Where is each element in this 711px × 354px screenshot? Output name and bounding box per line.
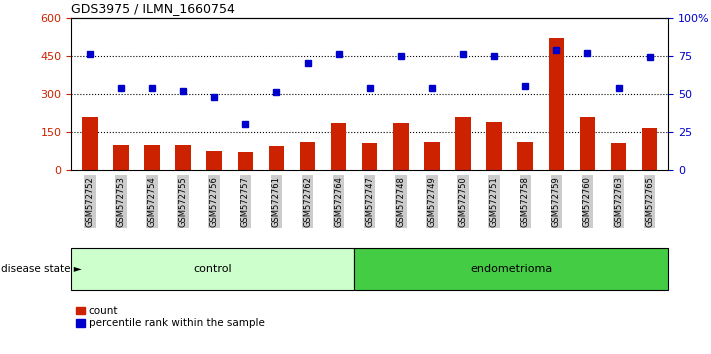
Bar — [518, 142, 533, 170]
Bar — [331, 123, 346, 170]
Bar — [579, 116, 595, 170]
Text: GDS3975 / ILMN_1660754: GDS3975 / ILMN_1660754 — [71, 2, 235, 15]
Bar — [237, 152, 253, 170]
Text: disease state ►: disease state ► — [1, 264, 82, 274]
Bar — [611, 143, 626, 170]
Bar — [300, 142, 315, 170]
Bar — [642, 128, 658, 170]
Text: control: control — [193, 264, 232, 274]
Bar — [549, 38, 564, 170]
Bar — [269, 146, 284, 170]
Bar — [393, 123, 409, 170]
Bar — [113, 144, 129, 170]
Bar — [362, 143, 378, 170]
Bar — [486, 122, 502, 170]
Bar — [206, 151, 222, 170]
Bar — [455, 116, 471, 170]
Bar — [176, 144, 191, 170]
Bar — [424, 142, 439, 170]
Text: endometrioma: endometrioma — [470, 264, 552, 274]
Bar — [82, 116, 97, 170]
Legend: count, percentile rank within the sample: count, percentile rank within the sample — [76, 306, 264, 328]
Bar — [144, 144, 160, 170]
